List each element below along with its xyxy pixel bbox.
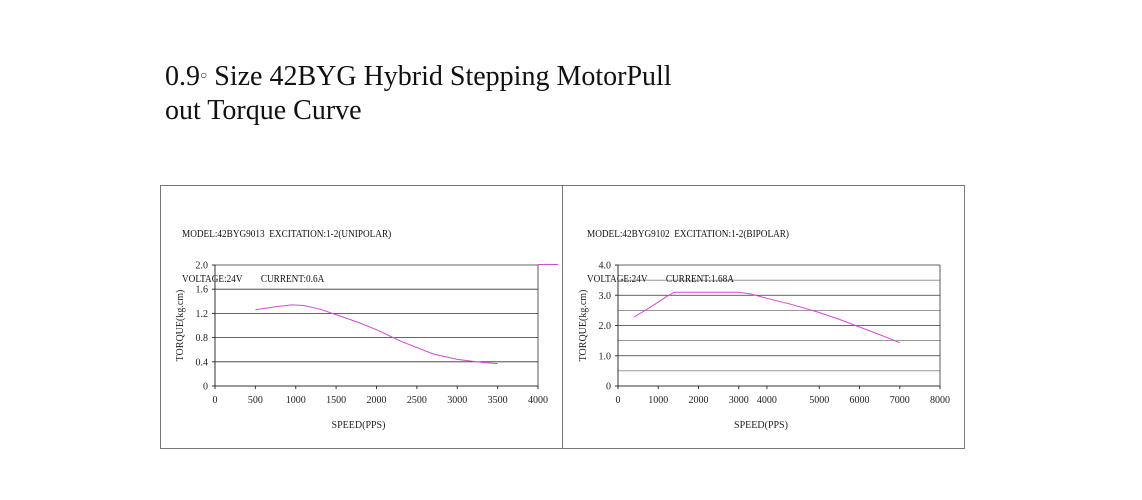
- model-excitation-text: MODEL:42BYG9013 EXCITATION:1-2(UNIPOLAR): [182, 229, 392, 240]
- torque-curve: [255, 304, 498, 365]
- chart-panel-unipolar: MODEL:42BYG9013 EXCITATION:1-2(UNIPOLAR)…: [160, 185, 562, 449]
- degree-symbol: ○: [200, 68, 208, 82]
- y-tick-label: 2.0: [196, 261, 209, 272]
- y-tick-label: 0.4: [196, 357, 209, 368]
- x-tick-label: 2000: [367, 395, 387, 406]
- x-tick-label: 3000: [729, 395, 749, 406]
- x-tick-label: 2000: [689, 395, 709, 406]
- curve-stub-mark: [538, 264, 558, 265]
- x-axis-label: SPEED(PPS): [734, 420, 788, 431]
- y-tick-label: 0: [203, 382, 208, 393]
- chart-panel-bipolar: MODEL:42BYG9102 EXCITATION:1-2(BIPOLAR) …: [563, 185, 965, 449]
- y-tick-label: 4.0: [599, 261, 612, 272]
- y-tick-label: 0: [606, 382, 611, 393]
- y-tick-label: 1.0: [599, 351, 612, 362]
- x-tick-label: 7000: [890, 395, 910, 406]
- torque-curve: [633, 291, 900, 344]
- y-tick-label: 1.2: [196, 309, 209, 320]
- title-prefix: 0.9: [165, 61, 200, 92]
- y-tick-label: 3.0: [599, 291, 612, 302]
- y-axis-label: TORQUE(kg.cm): [578, 290, 589, 362]
- page-title: 0.9○ Size 42BYG Hybrid Stepping MotorPul…: [165, 60, 765, 128]
- x-tick-label: 1500: [326, 395, 346, 406]
- x-tick-label: 6000: [850, 395, 870, 406]
- x-tick-label: 0: [213, 395, 218, 406]
- y-tick-label: 0.8: [196, 333, 209, 344]
- x-tick-label: 1000: [648, 395, 668, 406]
- y-axis-label: TORQUE(kg.cm): [175, 290, 186, 362]
- y-tick-label: 2.0: [599, 321, 612, 332]
- x-tick-label: 3500: [488, 395, 508, 406]
- x-tick-label: 500: [248, 395, 263, 406]
- voltage-current-text: VOLTAGE:24V CURRENT:1.68A: [587, 274, 734, 285]
- x-tick-label: 4000: [757, 395, 777, 406]
- x-tick-label: 5000: [809, 395, 829, 406]
- title-line1: Size 42BYG Hybrid Stepping MotorPull: [214, 61, 672, 92]
- chart-info-unipolar: MODEL:42BYG9013 EXCITATION:1-2(UNIPOLAR)…: [182, 197, 391, 317]
- chart-unipolar: 0 0.4 0.8 1.2 1.6 2.0 0 500 1000 1500 2000 2500 3000…: [175, 261, 548, 432]
- x-axis-label: SPEED(PPS): [332, 420, 386, 431]
- x-tick-label: 1000: [286, 395, 306, 406]
- model-excitation-text: MODEL:42BYG9102 EXCITATION:1-2(BIPOLAR): [587, 229, 790, 240]
- x-tick-label: 8000: [930, 395, 950, 406]
- x-tick-label: 3000: [447, 395, 467, 406]
- chart-info-bipolar: MODEL:42BYG9102 EXCITATION:1-2(BIPOLAR) …: [587, 197, 789, 317]
- voltage-current-text: VOLTAGE:24V CURRENT:0.6A: [182, 274, 325, 285]
- title-line2: out Torque Curve: [165, 95, 362, 126]
- x-tick-label: 2500: [407, 395, 427, 406]
- chart-bipolar: 0 1.0 2.0 3.0 4.0 0 1000 2000 3000 4000 5000 6000 70…: [578, 261, 950, 432]
- x-tick-label: 0: [616, 395, 621, 406]
- x-tick-label: 4000: [528, 395, 548, 406]
- y-tick-label: 1.6: [196, 285, 209, 296]
- charts-divider: [562, 185, 563, 449]
